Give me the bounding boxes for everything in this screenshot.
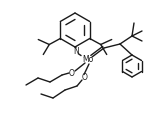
Text: O: O	[69, 68, 75, 78]
Text: Mo: Mo	[82, 55, 94, 64]
Text: N: N	[73, 47, 79, 55]
Text: O: O	[82, 74, 88, 83]
